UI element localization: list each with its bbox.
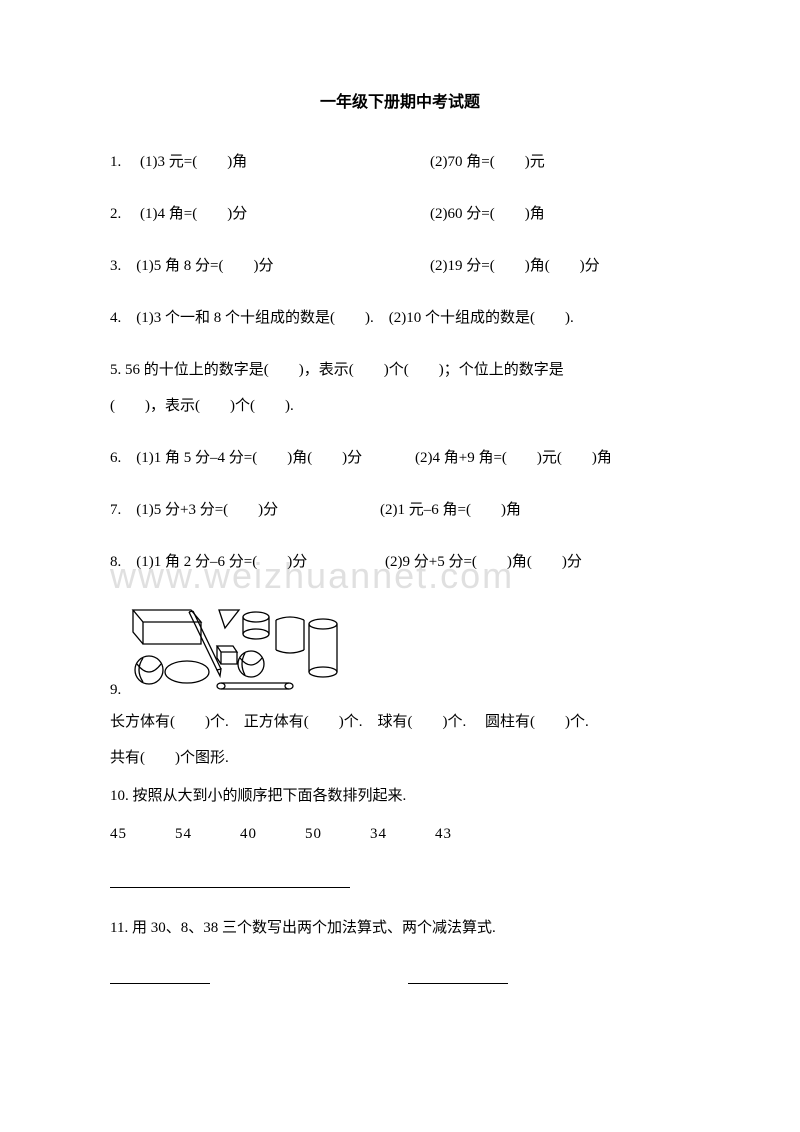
question-9: 9. <box>110 602 690 770</box>
q1-part2: (2)70 角=( )元 <box>430 150 690 174</box>
q11-answer-lines <box>110 968 690 992</box>
q2-part2: (2)60 分=( )角 <box>430 202 690 226</box>
question-6: 6. (1)1 角 5 分–4 分=( )角( )分 (2)4 角+9 角=( … <box>110 446 690 470</box>
question-5: 5. 56 的十位上的数字是( )，表示( )个( )；个位上的数字是 ( )，… <box>110 358 690 418</box>
q1-part1: 1. (1)3 元=( )角 <box>110 150 430 174</box>
q3-part1: 3. (1)5 角 8 分=( )分 <box>110 254 430 278</box>
q8-part1: 8. (1)1 角 2 分–6 分=( )分 <box>110 550 385 574</box>
question-2: 2. (1)4 角=( )分 (2)60 分=( )角 <box>110 202 690 226</box>
question-3: 3. (1)5 角 8 分=( )分 (2)19 分=( )角( )分 <box>110 254 690 278</box>
q10-numbers: 45 54 40 50 34 43 <box>110 822 690 846</box>
q5-line1: 5. 56 的十位上的数字是( )，表示( )个( )；个位上的数字是 <box>110 358 690 382</box>
q9-line2: 共有( )个图形. <box>110 746 690 770</box>
q5-line2: ( )，表示( )个( ). <box>110 394 690 418</box>
blank-line-2 <box>408 970 508 984</box>
q6-part1: 6. (1)1 角 5 分–4 分=( )角( )分 <box>110 446 415 470</box>
question-8: 8. (1)1 角 2 分–6 分=( )分 (2)9 分+5 分=( )角( … <box>110 550 690 574</box>
question-7: 7. (1)5 分+3 分=( )分 (2)1 元–6 角=( )角 <box>110 498 690 522</box>
question-11: 11. 用 30、8、38 三个数写出两个加法算式、两个减法算式. <box>110 916 690 992</box>
shapes-svg <box>121 602 341 694</box>
blank-line <box>110 874 350 888</box>
q9-number: 9. <box>110 678 121 702</box>
q11-prompt: 11. 用 30、8、38 三个数写出两个加法算式、两个减法算式. <box>110 916 690 940</box>
blank-line-1 <box>110 970 210 984</box>
q10-prompt: 10. 按照从大到小的顺序把下面各数排列起来. <box>110 784 690 808</box>
question-4: 4. (1)3 个一和 8 个十组成的数是( ). (2)10 个十组成的数是(… <box>110 306 690 330</box>
q8-part2: (2)9 分+5 分=( )角( )分 <box>385 550 690 574</box>
q2-part1: 2. (1)4 角=( )分 <box>110 202 430 226</box>
q6-part2: (2)4 角+9 角=( )元( )角 <box>415 446 690 470</box>
q9-line1: 长方体有( )个. 正方体有( )个. 球有( )个. 圆柱有( )个. <box>110 710 690 734</box>
page: 一年级下册期中考试题 1. (1)3 元=( )角 (2)70 角=( )元 2… <box>0 0 800 1060</box>
q3-part2: (2)19 分=( )角( )分 <box>430 254 690 278</box>
q7-part1: 7. (1)5 分+3 分=( )分 <box>110 498 380 522</box>
exam-title: 一年级下册期中考试题 <box>110 88 690 112</box>
q7-part2: (2)1 元–6 角=( )角 <box>380 498 690 522</box>
shapes-figure <box>121 602 341 702</box>
question-1: 1. (1)3 元=( )角 (2)70 角=( )元 <box>110 150 690 174</box>
q10-answer-line <box>110 872 690 896</box>
question-10: 10. 按照从大到小的顺序把下面各数排列起来. 45 54 40 50 34 4… <box>110 784 690 896</box>
